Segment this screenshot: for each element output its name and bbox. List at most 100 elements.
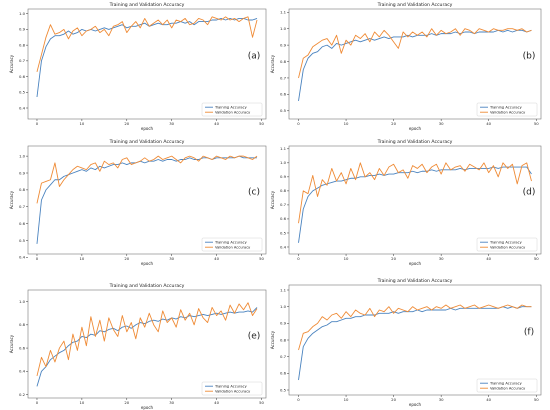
- y-tick-label: 0.6: [280, 92, 287, 97]
- x-axis-label: epoch: [409, 126, 422, 131]
- panel-label: (c): [248, 188, 260, 198]
- legend-box: [476, 378, 538, 393]
- plot-frame: [27, 145, 267, 255]
- panel-label: (f): [524, 328, 534, 338]
- chart-panel-f: Training and Validation Accuracy epoch Acc…: [270, 278, 542, 407]
- legend-label-training: Training Accuracy: [214, 385, 248, 389]
- legend-label-validation: Validation Accuracy: [215, 111, 251, 115]
- x-tick-label: 20: [391, 256, 396, 261]
- x-axis-label: epoch: [409, 402, 422, 407]
- y-tick-label: 0.6: [19, 345, 26, 350]
- x-tick-label: 40: [214, 121, 219, 126]
- validation-accuracy-line: [298, 304, 532, 351]
- y-tick-label: 0.8: [19, 187, 26, 192]
- x-tick-label: 20: [124, 256, 129, 261]
- y-tick-label: 1.0: [19, 153, 26, 158]
- validation-accuracy-line: [298, 162, 532, 224]
- y-tick-label: 0.8: [280, 188, 287, 193]
- legend-box: [476, 237, 538, 252]
- legend-box: [476, 102, 538, 117]
- panel-label: (d): [523, 188, 536, 198]
- legend-label-training: Training Accuracy: [489, 382, 523, 386]
- chart-panel-e: Training and Validation Accuracy epoch Acc…: [9, 283, 267, 410]
- y-axis-label: Accuracy: [270, 330, 275, 349]
- y-tick-label: 0.8: [280, 59, 287, 64]
- x-tick-label: 30: [169, 256, 174, 261]
- training-accuracy-line: [298, 29, 532, 102]
- plot-frame: [288, 145, 542, 255]
- y-tick-label: 0.5: [280, 108, 287, 113]
- x-tick-label: 20: [391, 397, 396, 402]
- y-tick-label: 0.4: [19, 105, 26, 110]
- x-tick-label: 10: [344, 397, 349, 402]
- y-tick-label: 0.5: [19, 90, 26, 95]
- chart-title: Training and Validation Accuracy: [377, 139, 453, 145]
- validation-accuracy-line: [36, 16, 258, 72]
- y-axis-label: Accuracy: [9, 190, 14, 209]
- x-tick-label: 10: [79, 400, 84, 405]
- x-axis-label: epoch: [141, 261, 154, 266]
- panel-label: (b): [523, 52, 536, 62]
- y-tick-label: 1.0: [19, 11, 26, 16]
- y-tick-label: 1.1: [280, 146, 287, 151]
- y-tick-label: 0.9: [19, 27, 26, 32]
- legend-label-validation: Validation Accuracy: [215, 246, 251, 250]
- y-tick-label: 1.0: [280, 160, 287, 165]
- x-tick-label: 30: [439, 121, 444, 126]
- x-tick-label: 20: [391, 121, 396, 126]
- chart-title: Training and Validation Accuracy: [109, 139, 185, 145]
- y-tick-label: 0.9: [280, 42, 287, 47]
- x-tick-label: 10: [344, 121, 349, 126]
- y-axis-label: Accuracy: [270, 54, 275, 73]
- chart-title: Training and Validation Accuracy: [109, 2, 185, 8]
- y-tick-label: 0.7: [280, 202, 287, 207]
- x-tick-label: 50: [534, 121, 539, 126]
- x-tick-label: 0: [36, 121, 39, 126]
- y-tick-label: 0.5: [280, 387, 287, 392]
- legend-box: [201, 381, 263, 396]
- y-axis-label: Accuracy: [9, 334, 14, 353]
- y-tick-label: 0.5: [19, 238, 26, 243]
- legend-label-training: Training Accuracy: [489, 106, 523, 110]
- y-tick-label: 0.4: [19, 369, 26, 374]
- y-tick-label: 0.9: [280, 321, 287, 326]
- y-tick-label: 0.5: [280, 230, 287, 235]
- y-tick-label: 1.1: [280, 10, 287, 15]
- x-tick-label: 10: [344, 256, 349, 261]
- x-tick-label: 0: [297, 397, 300, 402]
- legend-label-validation: Validation Accuracy: [490, 387, 526, 391]
- y-tick-label: 0.7: [280, 75, 287, 80]
- training-accuracy-line: [36, 17, 258, 98]
- y-tick-label: 0.4: [280, 244, 287, 249]
- y-tick-label: 0.6: [19, 221, 26, 226]
- x-tick-label: 10: [79, 121, 84, 126]
- training-accuracy-line: [36, 307, 258, 387]
- x-tick-label: 10: [79, 256, 84, 261]
- x-tick-label: 30: [439, 397, 444, 402]
- x-tick-label: 30: [439, 256, 444, 261]
- x-tick-label: 50: [534, 256, 539, 261]
- training-accuracy-line: [298, 306, 532, 381]
- x-axis-label: epoch: [409, 261, 422, 266]
- x-tick-label: 0: [36, 400, 39, 405]
- x-tick-label: 40: [486, 121, 491, 126]
- y-tick-label: 0.2: [19, 392, 26, 397]
- y-tick-label: 0.6: [19, 74, 26, 79]
- plot-frame: [288, 284, 542, 396]
- plot-frame: [288, 8, 542, 120]
- y-axis-label: Accuracy: [9, 54, 14, 73]
- y-tick-label: 0.9: [280, 174, 287, 179]
- chart-panel-c: Training and Validation Accuracy epoch Acc…: [9, 139, 267, 266]
- panel-label: (e): [248, 332, 261, 342]
- x-axis-label: epoch: [141, 405, 154, 410]
- y-tick-label: 1.0: [19, 299, 26, 304]
- legend-label-validation: Validation Accuracy: [215, 390, 251, 394]
- validation-accuracy-line: [36, 302, 258, 377]
- x-tick-label: 40: [486, 397, 491, 402]
